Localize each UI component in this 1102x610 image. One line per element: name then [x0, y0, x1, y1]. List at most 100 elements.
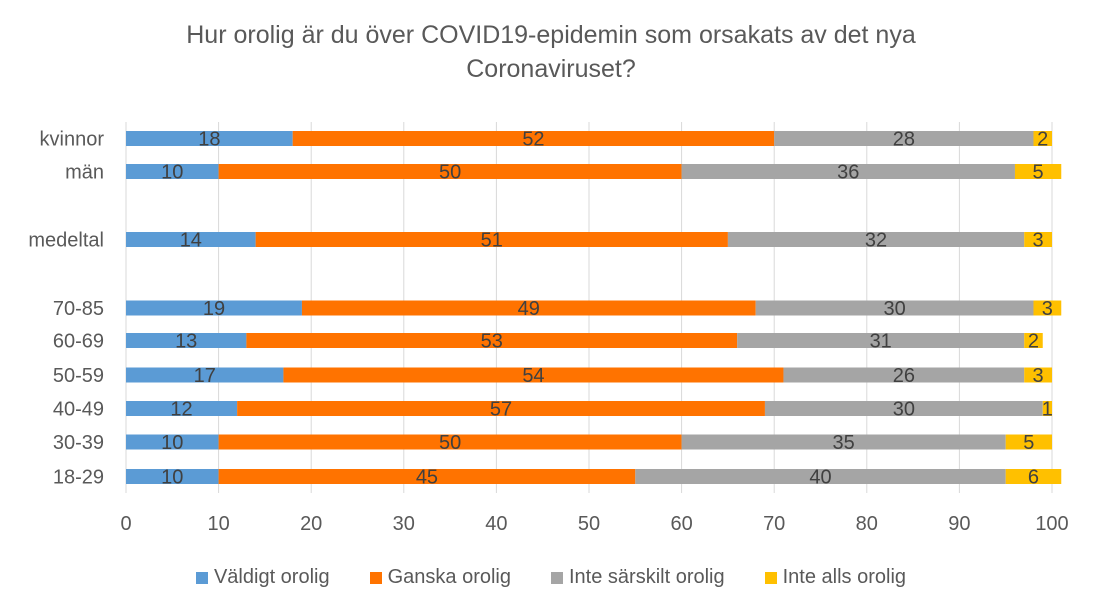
data-label: 2	[1037, 129, 1048, 151]
bar-segment	[1042, 401, 1052, 416]
y-category-label: 18-29	[53, 467, 104, 489]
data-label: 10	[161, 467, 183, 489]
y-category-label: 30-39	[53, 432, 104, 454]
legend-item-inte-sarskilt-orolig: Inte särskilt orolig	[551, 566, 725, 589]
x-tick-label: 90	[948, 513, 970, 535]
data-label: 5	[1033, 162, 1044, 184]
bar-segment	[126, 367, 284, 383]
bar-segment	[126, 333, 247, 348]
bar-segment	[126, 401, 238, 416]
bar-segment	[755, 300, 1034, 316]
legend-label: Inte särskilt orolig	[569, 566, 725, 588]
bar-segment	[1024, 333, 1043, 348]
data-label: 31	[870, 331, 892, 353]
data-label: 3	[1042, 298, 1053, 320]
data-label: 19	[203, 298, 225, 320]
bar-segment	[218, 434, 682, 450]
bar-segment	[1024, 232, 1052, 247]
bar-segment	[1005, 434, 1052, 450]
data-label: 5	[1023, 432, 1034, 454]
x-tick-label: 40	[485, 513, 507, 535]
legend-label: Väldigt orolig	[213, 566, 330, 588]
bar-segment	[1033, 300, 1062, 316]
bar-segment	[1014, 164, 1062, 179]
data-label: 17	[194, 365, 216, 387]
bar-segment	[218, 469, 636, 484]
data-label: 18	[198, 129, 220, 151]
bar-segment	[126, 232, 256, 247]
y-category-label: 70-85	[53, 298, 104, 320]
data-label: 35	[833, 432, 855, 454]
chart-legend: Väldigt orolig Ganska orolig Inte särski…	[0, 566, 1102, 589]
bar-segment	[126, 164, 219, 179]
bar-segment	[681, 434, 1006, 450]
bar-segment	[218, 164, 682, 179]
data-label: 30	[893, 399, 915, 421]
data-label: 54	[522, 365, 544, 387]
bar-segment	[126, 300, 302, 316]
legend-label: Ganska orolig	[387, 566, 511, 588]
data-label: 57	[490, 399, 512, 421]
data-label: 13	[175, 331, 197, 353]
data-label: 49	[518, 298, 540, 320]
bar-segment	[126, 131, 293, 146]
chart-title-line-2: Coronaviruset?	[466, 55, 636, 83]
y-category-label: kvinnor	[40, 129, 105, 151]
legend-swatch	[195, 571, 208, 584]
legend-label: Inte alls orolig	[782, 566, 907, 588]
bar-segment	[301, 300, 756, 316]
y-category-label: 40-49	[53, 399, 104, 421]
bar-segment	[246, 333, 738, 348]
x-tick-label: 60	[670, 513, 692, 535]
data-label: 1	[1042, 399, 1053, 421]
bar-segment	[126, 434, 219, 450]
bar-segment	[783, 367, 1025, 383]
data-label: 45	[416, 467, 438, 489]
data-label: 53	[481, 331, 503, 353]
bar-segment	[237, 401, 765, 416]
data-label: 32	[865, 230, 887, 252]
bar-segment	[1005, 469, 1062, 484]
bar-segment	[126, 469, 219, 484]
x-tick-label: 30	[393, 513, 415, 535]
x-tick-label: 50	[578, 513, 600, 535]
data-label: 2	[1028, 331, 1039, 353]
legend-item-valdigt-orolig: Väldigt orolig	[195, 566, 330, 589]
data-label: 51	[481, 230, 503, 252]
x-tick-label: 0	[120, 513, 131, 535]
bar-segment	[255, 232, 728, 247]
data-label: 50	[439, 432, 461, 454]
data-label: 3	[1033, 365, 1044, 387]
data-label: 12	[170, 399, 192, 421]
data-label: 26	[893, 365, 915, 387]
legend-swatch	[551, 571, 563, 584]
data-label: 6	[1028, 467, 1039, 489]
bar-segment	[737, 333, 1025, 348]
data-label: 28	[893, 129, 915, 151]
data-label: 10	[161, 162, 183, 184]
bar-segment	[1024, 367, 1052, 383]
legend-item-ganska-orolig: Ganska orolig	[369, 566, 511, 589]
legend-swatch	[764, 571, 777, 584]
data-label: 52	[522, 129, 544, 151]
bar-segment	[764, 401, 1043, 416]
legend-swatch	[369, 571, 382, 584]
data-label: 40	[809, 467, 831, 489]
bar-segment	[727, 232, 1025, 247]
y-category-label: medeltal	[28, 230, 104, 252]
bar-segment	[774, 131, 1034, 146]
data-label: 10	[161, 432, 183, 454]
x-tick-label: 10	[207, 513, 229, 535]
legend-item-inte-alls-orolig: Inte alls orolig	[764, 566, 907, 589]
bar-segment	[681, 164, 1015, 179]
bar-segment	[283, 367, 784, 383]
y-category-label: 50-59	[53, 365, 104, 387]
bar-segment	[635, 469, 1006, 484]
x-tick-label: 100	[1035, 513, 1068, 535]
chart-title: Hur orolig är du över COVID19-epidemin s…	[0, 18, 1102, 86]
data-label: 30	[883, 298, 905, 320]
y-category-label: män	[65, 162, 104, 184]
bar-segment	[292, 131, 775, 146]
data-label: 14	[180, 230, 202, 252]
